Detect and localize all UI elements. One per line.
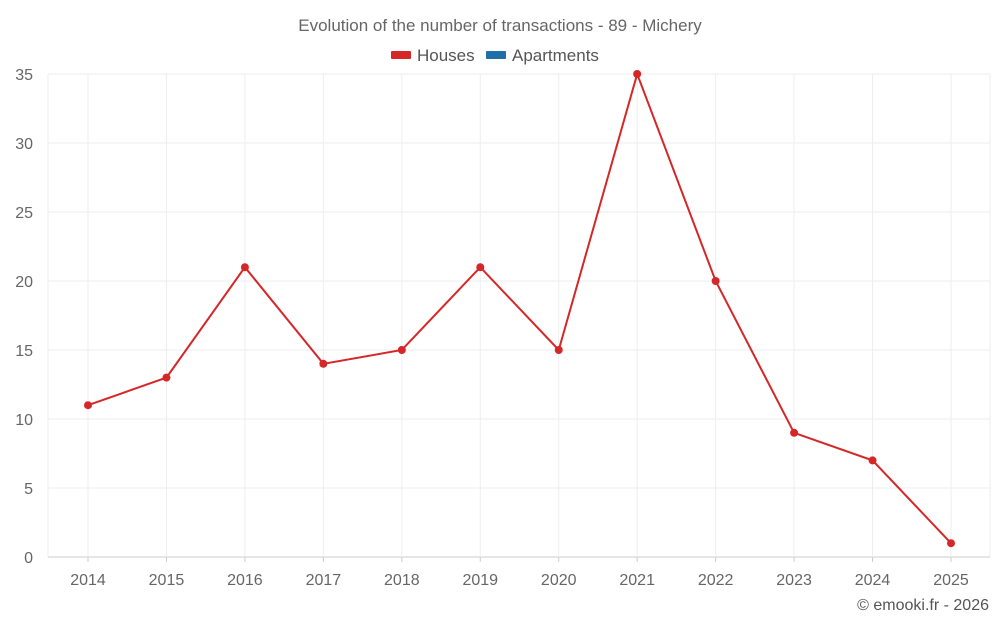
data-point-2020[interactable] [554,346,563,354]
y-tick-label: 0 [24,550,33,567]
series-houses [84,70,955,548]
legend: Houses Apartments [391,46,599,65]
x-tick-label: 2023 [776,572,812,589]
x-tick-label: 2016 [227,572,263,589]
y-tick-label: 10 [15,412,33,429]
data-point-2017[interactable] [319,359,328,368]
legend-swatch-apartments [486,51,506,59]
legend-item-apartments[interactable]: Apartments [486,46,599,65]
data-point-2014[interactable] [84,401,92,410]
legend-item-houses[interactable]: Houses [391,46,475,65]
y-tick-label: 30 [15,136,33,153]
legend-label-houses: Houses [417,46,475,65]
data-point-2024[interactable] [868,456,877,465]
legend-swatch-houses [391,51,411,59]
chart-title: Evolution of the number of transactions … [298,16,702,35]
x-tick-label: 2024 [855,572,891,589]
x-tick-label: 2020 [541,572,577,589]
data-point-2025[interactable] [947,539,955,548]
x-tick-label: 2014 [70,572,106,589]
x-tick-label: 2025 [933,572,969,589]
x-tick-label: 2015 [149,572,185,589]
data-point-2016[interactable] [240,263,249,272]
x-tick-label: 2017 [306,572,342,589]
data-point-2023[interactable] [790,428,799,437]
data-point-2018[interactable] [397,346,406,354]
data-point-2021[interactable] [633,70,642,78]
grid [47,73,991,558]
data-point-2022[interactable] [711,277,720,285]
x-tick-label: 2018 [384,572,420,589]
y-tick-label: 25 [15,205,33,222]
y-tick-label: 35 [15,67,33,84]
series-line-houses [87,70,952,544]
y-tick-label: 15 [15,343,33,360]
x-axis-ticks: 2014 2015 2016 2017 2018 2019 2020 2021 2022 2023… [70,557,969,589]
y-axis-ticks: 0 5 10 15 20 25 30 35 [15,67,33,567]
y-tick-label: 20 [15,274,33,291]
y-tick-label: 5 [24,481,33,498]
legend-label-apartments: Apartments [512,46,599,65]
data-point-2019[interactable] [476,263,485,272]
x-tick-label: 2022 [698,572,734,589]
data-point-2015[interactable] [162,373,171,382]
credit-text: © emooki.fr - 2026 [857,597,989,614]
x-tick-label: 2019 [462,572,498,589]
x-tick-label: 2021 [619,572,655,589]
